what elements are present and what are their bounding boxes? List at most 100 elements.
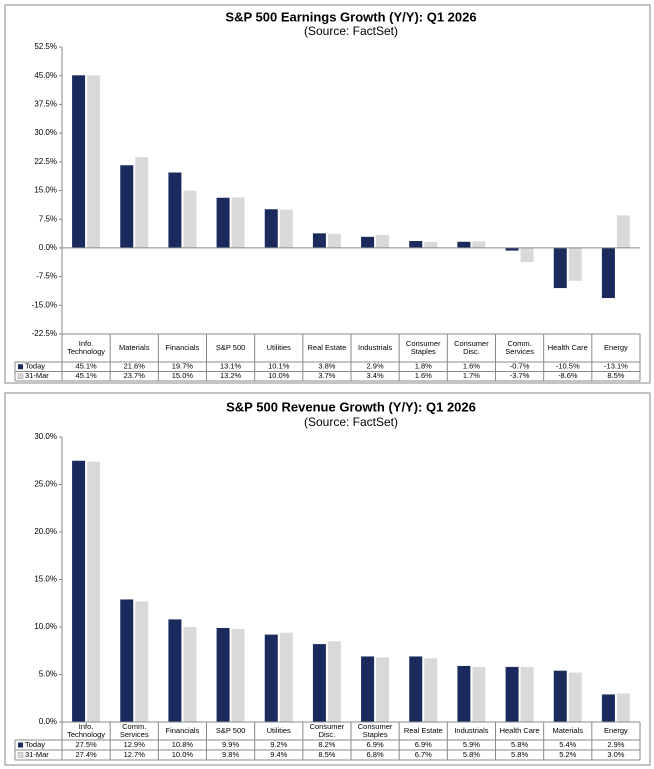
data-label: 3.4% xyxy=(367,371,384,380)
x-tick-label-box: Comm. Services xyxy=(120,723,149,739)
bar xyxy=(616,215,630,248)
bar xyxy=(553,247,567,289)
bar xyxy=(120,165,134,248)
bar xyxy=(472,241,486,248)
x-tick-label: S&P 500 xyxy=(215,343,246,352)
bar xyxy=(87,75,101,248)
data-label: 5.4% xyxy=(559,740,576,749)
bar xyxy=(327,233,341,248)
data-label: 3.7% xyxy=(318,371,335,380)
data-label: 21.6% xyxy=(124,362,146,371)
x-tick-label-box: Industrials xyxy=(358,344,392,352)
bar xyxy=(376,234,390,248)
bar xyxy=(327,641,341,722)
data-label: 1.6% xyxy=(415,371,432,380)
data-label: 6.8% xyxy=(367,750,384,759)
x-tick-label: Materials xyxy=(119,343,150,352)
data-label: 27.4% xyxy=(75,750,97,759)
data-label: 15.0% xyxy=(172,371,194,380)
data-label: 8.5% xyxy=(318,750,335,759)
data-label: 13.1% xyxy=(220,362,242,371)
data-label: 6.9% xyxy=(415,740,432,749)
bar xyxy=(312,644,326,722)
x-tick-label-box: Energy xyxy=(604,343,628,352)
x-tick-label-box: S&P 500 xyxy=(215,343,246,352)
y-tick-label: 0.0% xyxy=(39,243,57,252)
bar xyxy=(216,627,230,722)
bar xyxy=(601,694,615,722)
bar xyxy=(264,634,278,722)
y-tick-label: 52.5% xyxy=(34,42,57,51)
data-label: 2.9% xyxy=(607,740,624,749)
x-tick-label: Energy xyxy=(604,343,628,352)
x-tick-label-box: Consumer Disc. xyxy=(310,723,345,739)
legend-swatch xyxy=(17,373,24,379)
y-tick-label: -7.5% xyxy=(36,272,57,281)
x-tick-label: Materials xyxy=(552,726,583,735)
bar xyxy=(72,75,86,248)
chart-title: S&P 500 Revenue Growth (Y/Y): Q1 2026 xyxy=(226,399,476,414)
x-tick-label: Health Care xyxy=(547,343,588,352)
x-tick-label-box: Comm. Services xyxy=(505,340,534,356)
data-label: 10.1% xyxy=(268,362,290,371)
legend-label: 31-Mar xyxy=(25,750,49,759)
x-tick-label-box: Info. Technology xyxy=(67,340,105,356)
chart-subtitle: (Source: FactSet) xyxy=(304,24,398,38)
bar xyxy=(135,601,149,722)
data-label: 9.2% xyxy=(270,740,287,749)
x-tick-label-box: Financials xyxy=(166,344,200,352)
y-tick-label: 10.0% xyxy=(34,622,57,631)
bar xyxy=(72,460,86,722)
x-tick-label-box: Health Care xyxy=(500,727,540,735)
x-tick-label-box: Utilities xyxy=(267,344,291,352)
data-label: 5.2% xyxy=(559,750,576,759)
data-label: 8.2% xyxy=(318,740,335,749)
y-tick-label: 7.5% xyxy=(39,214,57,223)
data-label: -3.7% xyxy=(510,371,530,380)
panel xyxy=(4,4,651,384)
data-label: 10.0% xyxy=(172,750,194,759)
data-label: 10.8% xyxy=(172,740,194,749)
bar xyxy=(568,247,582,281)
x-tick-label-box: Info. Technology xyxy=(67,723,105,739)
bar xyxy=(120,599,134,722)
data-label: 45.1% xyxy=(75,371,97,380)
bar xyxy=(231,197,245,248)
y-tick-label: 25.0% xyxy=(34,480,57,489)
x-tick-label-box: Materials xyxy=(119,343,150,352)
chart-title: S&P 500 Earnings Growth (Y/Y): Q1 2026 xyxy=(225,9,476,24)
bar xyxy=(409,241,423,248)
bar xyxy=(505,247,519,251)
data-label: 5.8% xyxy=(511,750,528,759)
data-label: -8.6% xyxy=(558,371,578,380)
legend-label: Today xyxy=(25,740,45,749)
y-tick-label: 30.0% xyxy=(34,432,57,441)
x-tick-label-box: Consumer Staples xyxy=(358,723,393,739)
bar xyxy=(279,632,293,722)
data-label: 13.2% xyxy=(220,371,242,380)
bar xyxy=(601,247,615,299)
bar xyxy=(424,658,438,722)
y-tick-label: 22.5% xyxy=(34,157,57,166)
data-label: 45.1% xyxy=(75,362,97,371)
legend-swatch xyxy=(18,364,23,370)
chart-subtitle: (Source: FactSet) xyxy=(304,415,398,429)
x-tick-label-box: Industrials xyxy=(454,727,488,735)
data-label: 1.6% xyxy=(463,362,480,371)
data-label: 1.8% xyxy=(415,362,432,371)
x-tick-label: S&P 500 xyxy=(215,726,246,735)
bar xyxy=(87,461,101,722)
data-label: 2.9% xyxy=(367,362,384,371)
data-label: 3.0% xyxy=(607,750,624,759)
data-label: 5.8% xyxy=(511,740,528,749)
x-tick-label-box: Financials xyxy=(166,727,200,735)
data-label: 10.0% xyxy=(268,371,290,380)
data-label: 9.4% xyxy=(270,750,287,759)
y-tick-label: -15.0% xyxy=(32,300,57,309)
y-tick-label: 5.0% xyxy=(39,670,57,679)
bar xyxy=(376,657,390,722)
data-label: 27.5% xyxy=(75,740,97,749)
x-tick-label-box: Utilities xyxy=(267,727,291,735)
data-label: 12.9% xyxy=(124,740,146,749)
